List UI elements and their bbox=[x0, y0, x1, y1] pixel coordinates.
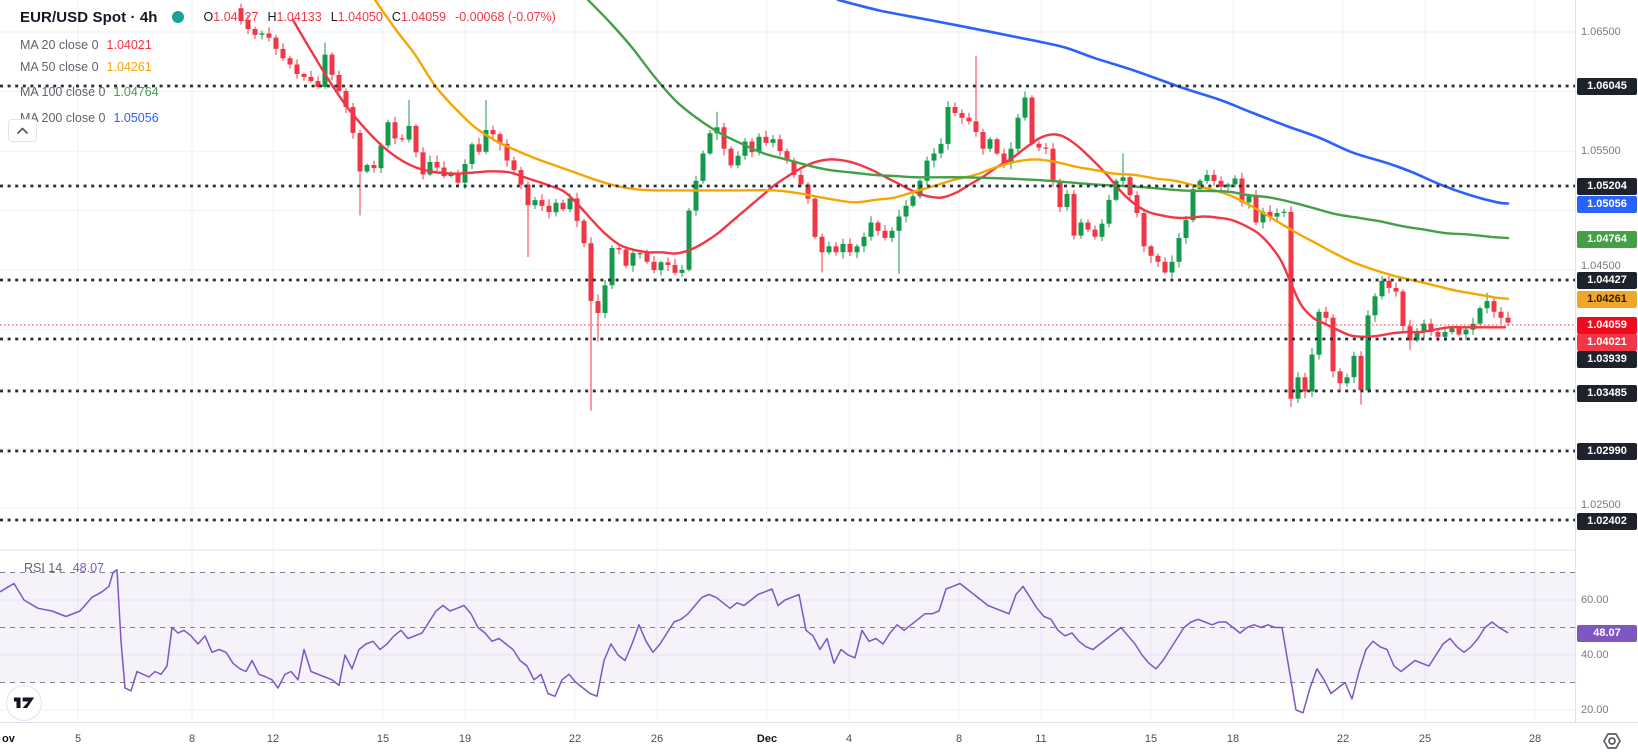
ma-line-50 bbox=[373, 0, 1510, 300]
ma-legend-row-1[interactable]: MA 20 close 0 1.04021 bbox=[20, 38, 152, 52]
rsi-legend: RSI 14 48.07 bbox=[24, 561, 104, 575]
time-tick-22: 22 bbox=[568, 733, 582, 745]
price-scale[interactable]: 1.06500 1.05500 1.04500 1.02500 60.00 40.00 20… bbox=[1575, 0, 1638, 722]
ohlc-values: O1.04127 H1.04133 L1.04050 C1.04059 -0.00068… bbox=[204, 10, 563, 24]
rsi-line bbox=[0, 569, 1509, 714]
time-tick-12: 12 bbox=[266, 733, 280, 745]
collapse-indicators-button[interactable] bbox=[8, 119, 37, 142]
time-tick-11: 11 bbox=[1035, 733, 1047, 745]
ma-line-200 bbox=[836, 0, 1510, 205]
tradingview-logo[interactable] bbox=[6, 685, 42, 721]
time-tick-5: 5 bbox=[74, 733, 82, 745]
price-badge: 1.02990 bbox=[1577, 442, 1637, 460]
ohlc-l: L1.04050 bbox=[330, 10, 383, 24]
rsi-tick-label: 20.00 bbox=[1581, 704, 1609, 716]
time-tick-25: 25 bbox=[1418, 733, 1432, 745]
price-badge: 1.03485 bbox=[1577, 384, 1637, 402]
time-tick-19: 19 bbox=[458, 733, 472, 745]
ma-line-20 bbox=[291, 18, 1507, 338]
ma-legend-row-4[interactable]: MA 200 close 0 1.05056 bbox=[20, 111, 159, 125]
price-badge: 1.05056 bbox=[1577, 195, 1637, 213]
price-badge: 1.04021 bbox=[1577, 333, 1637, 351]
candles bbox=[238, 3, 1511, 411]
price-badge: 1.06045 bbox=[1577, 77, 1637, 95]
symbol-row: EUR/USD Spot · 4h O1.04127 H1.04133 L1.040… bbox=[20, 6, 563, 28]
rsi-pane bbox=[0, 572, 1575, 683]
price-tick-label: 1.02500 bbox=[1581, 499, 1621, 511]
price-badge: 1.04764 bbox=[1577, 230, 1637, 248]
price-badge: 1.02402 bbox=[1577, 512, 1637, 530]
price-badge: 1.04059 bbox=[1577, 316, 1637, 334]
rsi-legend-value: 48.07 bbox=[72, 561, 104, 575]
axis-settings-gear-icon[interactable] bbox=[1600, 729, 1624, 753]
time-tick-Dec: Dec bbox=[756, 733, 778, 745]
ohlc-o: O1.04127 bbox=[203, 10, 259, 24]
ohlc-h: H1.04133 bbox=[267, 10, 322, 24]
tradingview-logo-icon bbox=[13, 697, 35, 709]
time-tick-26: 26 bbox=[650, 733, 664, 745]
price-tick-label: 1.06500 bbox=[1581, 26, 1621, 38]
ma-line-100 bbox=[586, 0, 1510, 240]
gridlines bbox=[0, 0, 1575, 722]
time-tick-8: 8 bbox=[955, 733, 963, 745]
time-tick-ov: ov bbox=[2, 733, 15, 745]
time-tick-18: 18 bbox=[1226, 733, 1240, 745]
price-change: -0.00068 (-0.07%) bbox=[455, 10, 556, 24]
time-tick-22: 22 bbox=[1336, 733, 1350, 745]
chevron-up-icon bbox=[17, 127, 28, 134]
price-badge: 1.04261 bbox=[1577, 290, 1637, 308]
rsi-tick-label: 40.00 bbox=[1581, 649, 1609, 661]
time-tick-15: 15 bbox=[1144, 733, 1158, 745]
price-tick-label: 1.04500 bbox=[1581, 260, 1621, 272]
price-tick-label: 1.05500 bbox=[1581, 145, 1621, 157]
time-tick-28: 28 bbox=[1528, 733, 1542, 745]
market-status-icon[interactable] bbox=[171, 11, 184, 23]
time-tick-15: 15 bbox=[376, 733, 390, 745]
price-badge: 1.04427 bbox=[1577, 271, 1637, 289]
symbol-title[interactable]: EUR/USD Spot · 4h bbox=[20, 8, 158, 26]
rsi-tick-label: 60.00 bbox=[1581, 594, 1609, 606]
ma-legend-row-2[interactable]: MA 50 close 0 1.04261 bbox=[20, 60, 152, 74]
time-tick-4: 4 bbox=[845, 733, 853, 745]
time-scale[interactable]: ov 5 8 12 15 19 22 26 Dec 4 8 11 15 18 22 25 28 bbox=[0, 722, 1638, 756]
rsi-legend-label[interactable]: RSI 14 bbox=[24, 561, 63, 575]
ohlc-c: C1.04059 bbox=[391, 10, 447, 24]
time-tick-8: 8 bbox=[188, 733, 196, 745]
ma-legend-row-3[interactable]: MA 100 close 0 1.04764 bbox=[20, 85, 159, 99]
price-badge: 1.03939 bbox=[1577, 350, 1637, 368]
symbol-legend: EUR/USD Spot · 4h O1.04127 H1.04133 L1.040… bbox=[8, 6, 563, 142]
price-badge: 1.05204 bbox=[1577, 177, 1637, 195]
rsi-value-badge: 48.07 bbox=[1577, 624, 1637, 642]
